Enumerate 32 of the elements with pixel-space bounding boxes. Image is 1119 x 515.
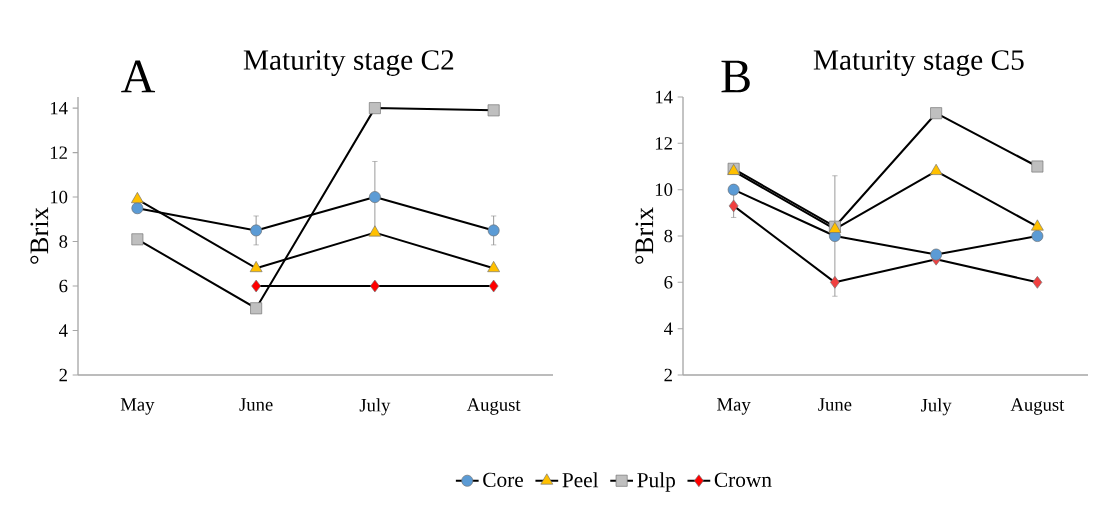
y-axis-title: °Brix bbox=[30, 207, 49, 264]
x-tick-label: July bbox=[359, 398, 391, 416]
legend-label: Pulp bbox=[637, 472, 675, 492]
y-tick-label: 6 bbox=[59, 279, 68, 293]
y-tick-label: 10 bbox=[50, 190, 68, 204]
y-tick-label: 10 bbox=[655, 183, 673, 196]
chart-title: Maturity stage C2 bbox=[243, 50, 454, 76]
x-tick-label: May bbox=[120, 398, 155, 415]
legend-label: Peel bbox=[562, 472, 599, 488]
x-tick-label: June bbox=[239, 398, 273, 411]
y-axis-title: °Brix bbox=[635, 207, 654, 264]
y-tick-label: 14 bbox=[50, 101, 68, 115]
x-tick-label: May bbox=[717, 398, 751, 415]
y-tick-label: 2 bbox=[59, 368, 67, 382]
x-tick-label: August bbox=[1010, 398, 1065, 415]
y-tick-label: 2 bbox=[664, 368, 672, 382]
x-tick-label: June bbox=[818, 398, 852, 411]
y-tick-label: 12 bbox=[655, 137, 672, 150]
text: B bbox=[721, 60, 750, 93]
y-tick-label: 8 bbox=[59, 235, 68, 248]
y-tick-label: 4 bbox=[663, 322, 673, 335]
text: A bbox=[121, 60, 156, 93]
x-tick-label: August bbox=[466, 398, 521, 415]
y-tick-label: 14 bbox=[655, 90, 673, 104]
legend-label: Crown bbox=[714, 472, 772, 488]
y-tick-label: 12 bbox=[50, 146, 67, 159]
legend-label: Core bbox=[483, 472, 524, 488]
y-tick-label: 8 bbox=[664, 229, 673, 243]
x-tick-label: July bbox=[920, 398, 952, 416]
y-tick-label: 6 bbox=[664, 276, 673, 289]
y-tick-label: 4 bbox=[58, 324, 68, 337]
chart-title: Maturity stage C5 bbox=[813, 50, 1024, 76]
